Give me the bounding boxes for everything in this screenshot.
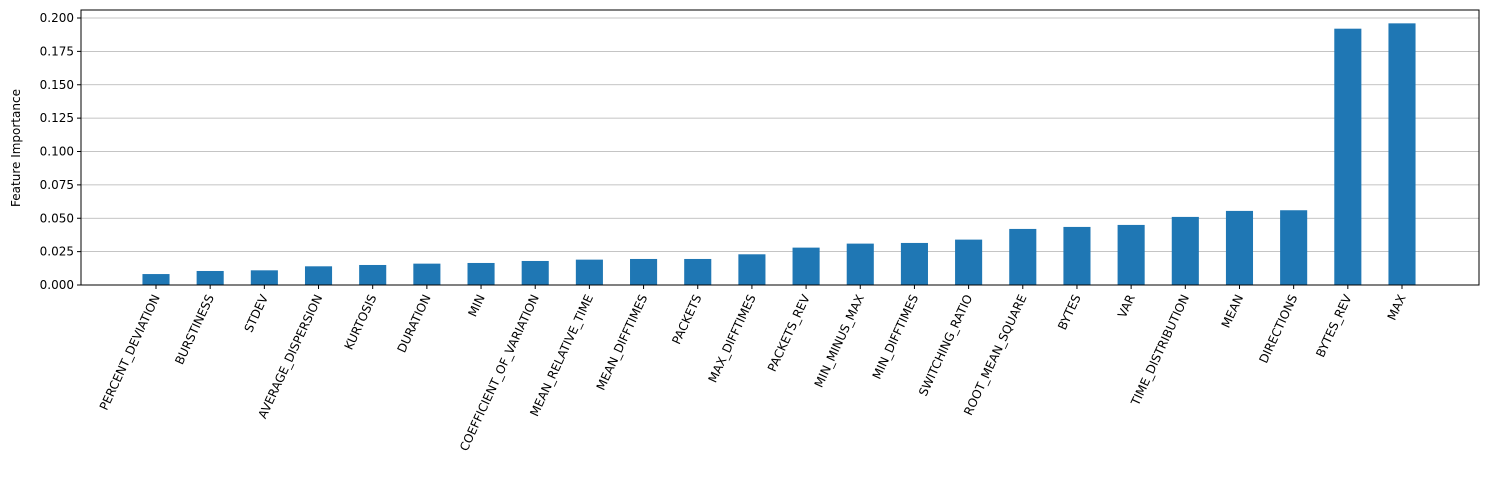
x-tick-label: VAR [1115,292,1138,320]
x-tick-label: PACKETS [669,292,704,346]
x-tick-label: MIN_DIFFTIMES [870,292,921,381]
bar [1280,210,1308,285]
bar [1225,210,1254,285]
bar [684,258,712,285]
bar [1117,224,1145,285]
y-tick-label: 0.025 [40,245,74,259]
x-tick-label: MAX_DIFFTIMES [706,292,759,385]
x-tick-label: BYTES_REV [1313,292,1355,360]
bar [359,264,387,285]
bar [955,239,983,285]
x-tick-label: TIME_DISTRIBUTION [1128,292,1192,408]
bar [250,270,278,285]
bar [900,242,928,285]
bar [792,247,820,285]
x-tick-label: KURTOSIS [342,292,380,352]
bar [196,270,224,285]
y-tick-label: 0.150 [40,78,74,92]
y-tick-label: 0.075 [40,178,74,192]
x-tick-label: BYTES [1055,292,1084,332]
x-tick-label: DIRECTIONS [1256,292,1300,365]
bar [1171,216,1199,285]
y-tick-label: 0.100 [40,145,74,159]
x-tick-label: SWITCHING_RATIO [916,292,975,398]
x-tick-label: PACKETS_REV [765,292,813,374]
x-tick-label: AVERAGE_DISPERSION [255,292,325,420]
plot-frame [80,9,1480,286]
x-tick-label: MEAN_RELATIVE_TIME [527,292,596,418]
bar [1334,28,1362,285]
y-tick-label: 0.200 [40,11,74,25]
bar [1009,228,1037,285]
x-tick-label: MEAN_DIFFTIMES [594,292,651,392]
y-tick-label: 0.175 [40,44,74,58]
bar [413,263,441,285]
x-tick-label: MAX [1385,292,1409,322]
bar [304,266,333,285]
x-tick-label: PERCENT_DEVIATION [97,292,163,412]
bar [846,243,874,285]
x-tick-label: COEFFICIENT_OF_VARIATION [457,292,542,453]
x-tick-label: MIN [465,292,487,319]
x-tick-label: BURSTINESS [172,292,217,366]
y-tick-label: 0.050 [40,211,74,225]
y-axis-label: Feature Importance [9,89,23,207]
bar [142,274,170,285]
x-tick-label: ROOT_MEAN_SQUARE [961,292,1029,417]
y-tick-label: 0.125 [40,111,74,125]
bar [1388,23,1416,285]
bar [521,260,549,285]
bar [738,254,766,285]
x-tick-label: STDEV [241,292,271,335]
bar [467,262,495,285]
x-tick-label: DURATION [395,292,434,355]
x-tick-label: MEAN [1219,292,1247,330]
bar [575,259,603,285]
x-tick-label: MIN_MINUS_MAX [812,292,867,389]
bar [630,258,658,285]
y-tick-label: 0.000 [40,278,74,292]
bar [1063,226,1091,285]
